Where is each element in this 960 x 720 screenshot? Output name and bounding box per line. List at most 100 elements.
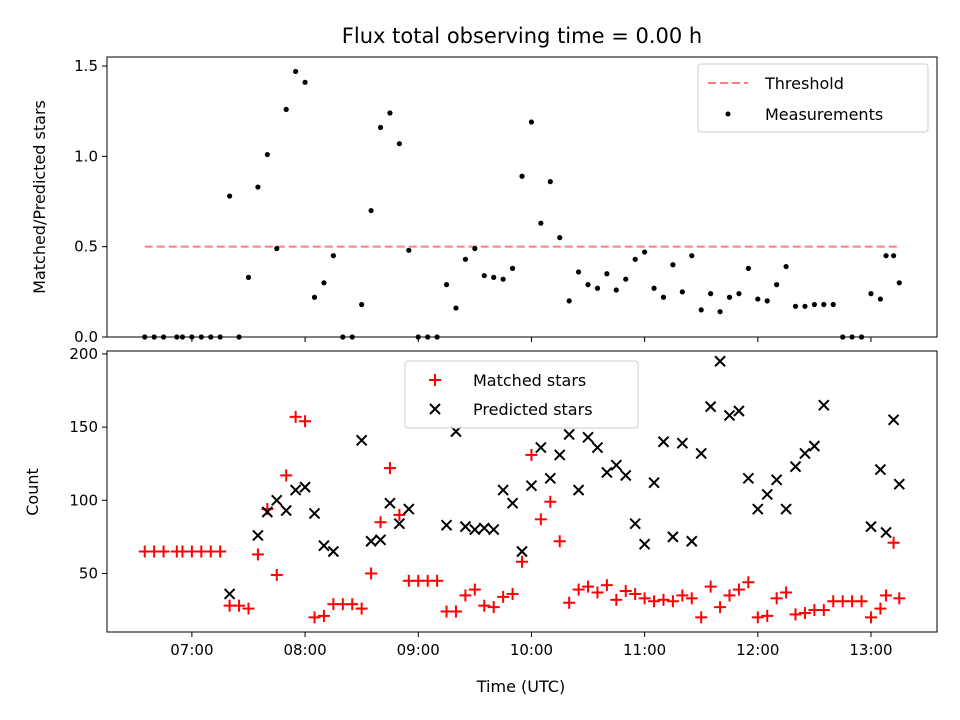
count-xtick-label: 10:00	[510, 641, 553, 659]
matched-star-point	[751, 611, 764, 624]
measurement-point	[821, 301, 827, 308]
legend-predicted-label: Predicted stars	[473, 400, 593, 419]
matched-star-point	[346, 598, 359, 611]
predicted-star-point	[780, 503, 792, 515]
matched-star-point	[880, 589, 893, 602]
ratio-marks	[142, 68, 902, 340]
predicted-star-point	[818, 399, 830, 411]
legend-predicted-swatch	[429, 403, 441, 415]
matched-star-point	[629, 587, 642, 600]
measurement-point	[547, 179, 553, 185]
matched-star-point	[365, 567, 378, 580]
predicted-star-point	[403, 503, 415, 515]
matched-star-point	[770, 592, 783, 605]
measurement-point	[660, 294, 667, 300]
matched-star-point	[251, 548, 264, 561]
measurement-point	[764, 298, 770, 304]
predicted-star-point	[865, 520, 877, 533]
predicted-star-point	[525, 479, 538, 492]
measurement-point	[330, 253, 336, 259]
matched-star-point	[157, 545, 170, 558]
matched-star-point	[525, 448, 538, 461]
predicted-star-point	[893, 478, 905, 490]
measurement-point	[321, 280, 327, 286]
measurement-point	[883, 253, 889, 259]
matched-star-point	[619, 585, 632, 598]
count-xtick-label: 08:00	[283, 641, 326, 659]
matched-star-point	[648, 595, 661, 608]
matched-star-point	[383, 462, 396, 475]
matched-star-point	[233, 599, 246, 612]
predicted-star-point	[506, 497, 519, 509]
predicted-star-point	[384, 497, 396, 509]
measurement-point	[708, 291, 714, 297]
predicted-star-point	[318, 539, 330, 552]
predicted-star-point	[808, 440, 821, 452]
measurement-point	[726, 294, 733, 300]
predicted-star-point	[535, 441, 547, 454]
count-xtick-label: 07:00	[170, 641, 213, 659]
measurement-point	[575, 269, 582, 275]
x-axis-label: Time (UTC)	[476, 677, 565, 696]
predicted-star-point	[733, 405, 745, 417]
predicted-star-point	[308, 507, 321, 520]
chart-title: Flux total observing time = 0.00 h	[342, 24, 702, 48]
measurement-point	[557, 235, 563, 241]
measurement-point	[891, 253, 897, 259]
measurement-point	[623, 276, 629, 282]
predicted-star-point	[714, 355, 726, 367]
measurement-point	[462, 256, 469, 262]
matched-star-point	[506, 587, 519, 600]
predicted-star-point	[874, 463, 887, 476]
predicted-star-point	[365, 535, 377, 547]
measurement-point	[274, 245, 280, 252]
matched-star-point	[497, 590, 510, 603]
matched-star-point	[855, 595, 868, 608]
matched-star-point	[798, 606, 811, 619]
matched-star-point	[638, 592, 651, 605]
matched-star-point	[317, 609, 330, 622]
count-marks	[138, 355, 906, 624]
count-frame	[106, 350, 938, 633]
matched-star-point	[761, 609, 774, 622]
matched-star-point	[487, 601, 500, 614]
measurement-point	[359, 301, 365, 308]
ratio-y-axis-label: Matched/Predicted stars	[30, 100, 49, 294]
predicted-star-point	[601, 466, 613, 479]
measurement-point	[566, 298, 572, 304]
measurement-point	[632, 256, 638, 262]
matched-star-point	[657, 593, 670, 606]
measurement-point	[377, 124, 384, 131]
predicted-star-point	[695, 447, 707, 460]
measurement-point	[877, 296, 884, 302]
predicted-star-point	[469, 523, 481, 536]
ratio-legend: Threshold Measurements	[697, 63, 929, 133]
matched-star-point	[289, 410, 302, 423]
matched-star-point	[817, 604, 830, 617]
measurement-point	[594, 285, 601, 291]
predicted-star-point	[620, 469, 632, 482]
measurement-point	[406, 247, 412, 253]
measurement-point	[528, 119, 535, 125]
count-ytick-label: 150	[69, 418, 98, 436]
matched-star-point	[431, 574, 444, 587]
predicted-star-point	[355, 434, 368, 446]
measurement-point	[453, 305, 459, 311]
matched-star-point	[544, 495, 557, 508]
predicted-star-point	[887, 414, 900, 426]
measurement-point	[472, 245, 478, 252]
predicted-star-point	[516, 545, 528, 558]
predicted-star-point	[880, 526, 892, 539]
legend-threshold-label: Threshold	[764, 74, 844, 93]
predicted-star-point	[478, 522, 490, 534]
predicted-star-point	[497, 484, 509, 496]
matched-star-point	[553, 535, 566, 548]
measurement-point	[896, 280, 902, 286]
predicted-star-point	[440, 519, 453, 531]
legend-measurements-label: Measurements	[765, 105, 883, 124]
predicted-star-point	[648, 477, 660, 489]
matched-star-point	[582, 580, 595, 593]
measurement-point	[811, 301, 817, 308]
measurement-point	[396, 141, 402, 147]
